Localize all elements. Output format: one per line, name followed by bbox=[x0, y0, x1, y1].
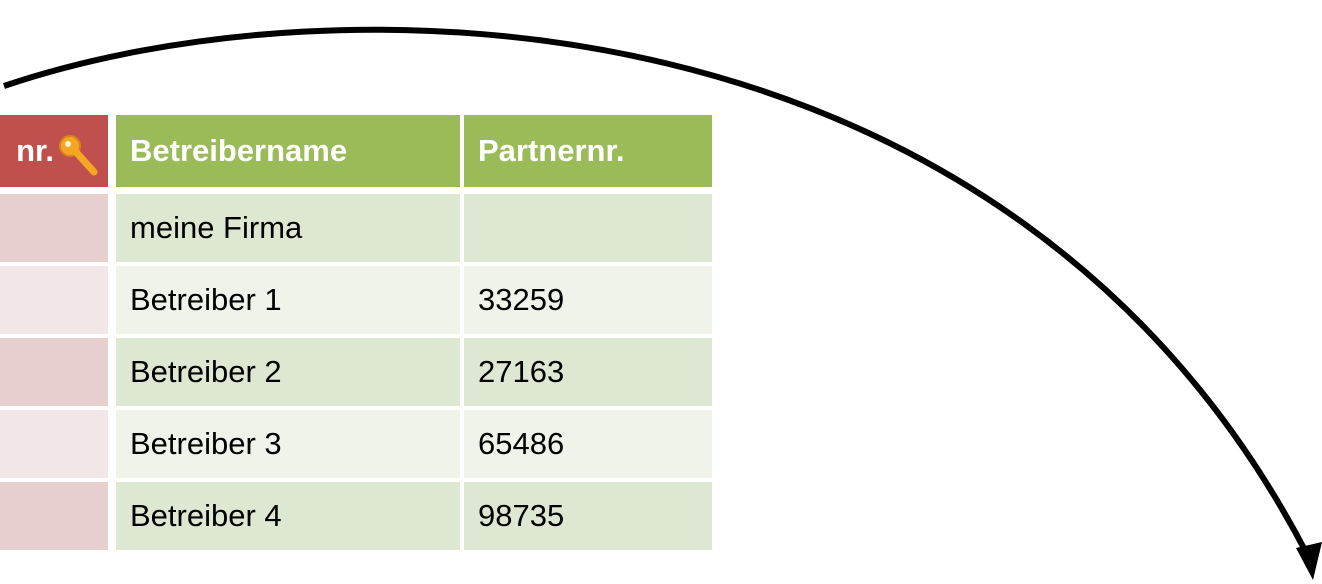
partner-cell: 33259 bbox=[464, 266, 712, 334]
partner-cell bbox=[464, 194, 712, 262]
key-cell bbox=[0, 266, 108, 334]
name-cell: Betreiber 3 bbox=[116, 410, 460, 478]
partner-cell: 98735 bbox=[464, 482, 712, 550]
partner-cell: 27163 bbox=[464, 338, 712, 406]
key-cell bbox=[0, 338, 108, 406]
name-cell: Betreiber 4 bbox=[116, 482, 460, 550]
key-cell bbox=[0, 194, 108, 262]
key-cell bbox=[0, 482, 108, 550]
name-cell: meine Firma bbox=[116, 194, 460, 262]
header-cell: nr. bbox=[16, 133, 54, 168]
arrow-head bbox=[1296, 542, 1322, 580]
header-cell: Betreibername bbox=[116, 115, 460, 187]
name-cell: Betreiber 1 bbox=[116, 266, 460, 334]
key-cell bbox=[0, 410, 108, 478]
header-cell: Partnernr. bbox=[464, 115, 712, 187]
key-icon bbox=[59, 135, 98, 176]
name-cell: Betreiber 2 bbox=[116, 338, 460, 406]
arrow-curve bbox=[3, 26, 1311, 558]
partner-cell: 65486 bbox=[464, 410, 712, 478]
